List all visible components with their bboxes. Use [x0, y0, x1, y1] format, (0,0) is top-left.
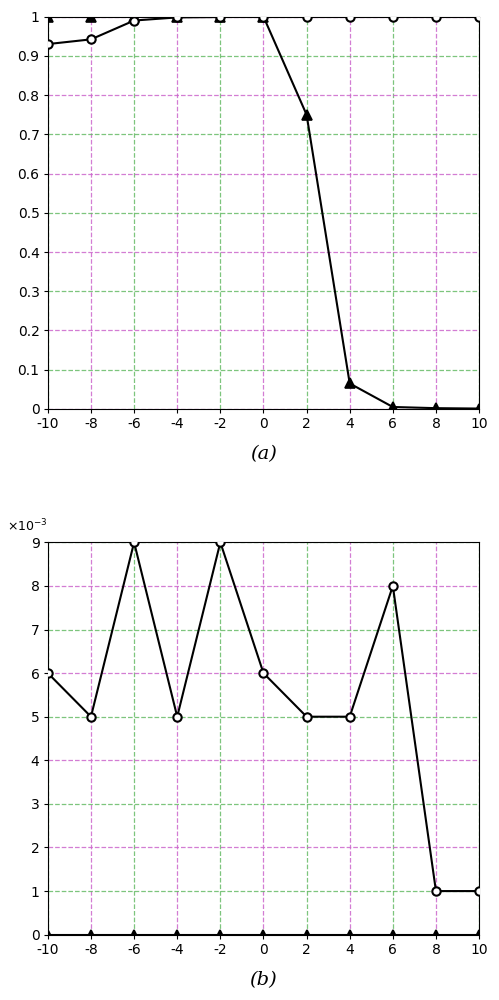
X-axis label: (a): (a): [250, 445, 277, 463]
X-axis label: (b): (b): [250, 971, 277, 989]
Text: $\times 10^{-3}$: $\times 10^{-3}$: [7, 518, 47, 534]
